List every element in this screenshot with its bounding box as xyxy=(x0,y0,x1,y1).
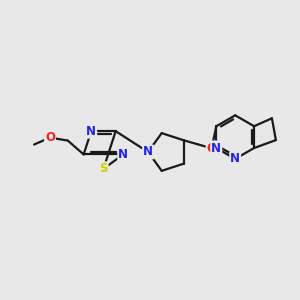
Text: N: N xyxy=(118,148,128,161)
Text: N: N xyxy=(86,125,96,138)
Text: N: N xyxy=(230,152,240,165)
Text: N: N xyxy=(143,146,153,158)
Text: N: N xyxy=(211,142,221,154)
Text: S: S xyxy=(99,162,108,175)
Text: O: O xyxy=(45,131,55,144)
Text: O: O xyxy=(207,142,217,155)
